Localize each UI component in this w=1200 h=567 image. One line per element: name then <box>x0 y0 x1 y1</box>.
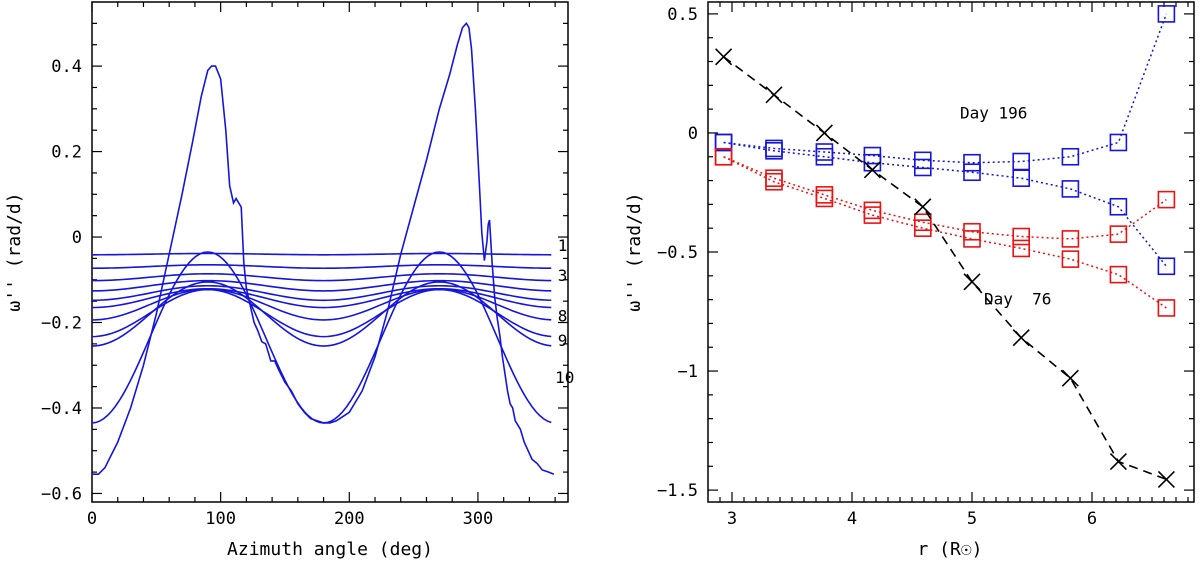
square-marker <box>765 142 783 160</box>
square-marker <box>1109 133 1128 152</box>
left-x-tick-label: 200 <box>334 509 365 529</box>
right-annotations: Day 196 Day 76 <box>960 104 1051 309</box>
left-y-tick-label: −0.4 <box>41 399 82 419</box>
series-line <box>723 13 1168 164</box>
left-y-tick-label: −0.2 <box>41 314 82 334</box>
cross-marker <box>715 48 733 66</box>
left-axis-ticks: 0 100 200 300 −0.6 −0.4 −0.2 0 0.2 0.4 <box>41 2 568 529</box>
series-line <box>723 141 1167 267</box>
cross-marker <box>1012 329 1030 347</box>
right-x-tick-label: 5 <box>967 509 977 529</box>
day-annotation: Day 196 <box>960 104 1027 123</box>
left-y-axis-title: ω'' (rad/d) <box>4 192 25 311</box>
square-marker <box>1109 225 1128 243</box>
square-marker <box>815 189 834 208</box>
square-marker <box>863 206 882 224</box>
left-x-axis-title: Azimuth angle (deg) <box>227 539 433 560</box>
square-marker <box>714 147 733 166</box>
cross-marker <box>963 273 981 291</box>
square-marker <box>963 230 981 248</box>
curve-3 <box>91 272 552 282</box>
square-marker <box>1061 147 1080 166</box>
curve-9 <box>91 281 552 347</box>
square-marker <box>1109 265 1128 284</box>
square-marker <box>1061 180 1080 198</box>
curve-label: 10 <box>555 368 574 387</box>
square-marker <box>1012 152 1031 171</box>
day-annotation: Day 76 <box>984 289 1051 308</box>
cross-marker <box>1109 452 1127 471</box>
square-marker <box>1157 190 1176 209</box>
left-x-tick-label: 300 <box>463 509 494 529</box>
series-line <box>723 156 1167 309</box>
square-marker <box>765 172 783 191</box>
right-y-axis-title: ω'' (rad/d) <box>624 192 645 311</box>
square-marker <box>1012 169 1031 187</box>
square-marker <box>1012 239 1031 258</box>
curve-label: 3 <box>558 266 568 285</box>
square-marker <box>1061 250 1080 268</box>
curve-label: 8 <box>558 307 568 326</box>
right-series <box>714 5 1176 488</box>
left-x-tick-label: 0 <box>87 509 97 529</box>
curve-8 <box>91 288 552 338</box>
left-y-tick-label: −0.6 <box>41 484 82 504</box>
curve-1 <box>91 252 552 256</box>
right-plot-frame <box>707 1 1195 503</box>
curve-6 <box>91 287 552 309</box>
left-y-tick-label: 0.2 <box>51 143 82 163</box>
square-marker <box>913 158 932 177</box>
left-y-tick-label: 0.4 <box>51 57 82 77</box>
series-line <box>723 156 1167 240</box>
square-marker <box>913 219 932 237</box>
square-marker <box>1157 5 1176 23</box>
square-marker <box>765 169 783 187</box>
left-panel: 0 100 200 300 −0.6 −0.4 −0.2 0 0.2 0.4 1 3 8 9 10 Azi… <box>4 1 574 560</box>
square-marker <box>815 147 834 166</box>
right-y-tick-label: 0.5 <box>667 5 698 25</box>
square-marker <box>1157 299 1176 317</box>
right-y-tick-label: −0.5 <box>657 243 698 263</box>
left-plot-frame <box>91 1 569 503</box>
cross-marker <box>765 86 783 104</box>
curve-10 <box>91 251 552 424</box>
square-marker <box>1109 197 1128 216</box>
square-marker <box>863 146 882 165</box>
right-x-tick-label: 3 <box>727 509 737 529</box>
cross-marker <box>1157 470 1175 488</box>
left-y-tick-label: 0 <box>72 228 82 248</box>
square-marker <box>1061 230 1080 248</box>
square-marker <box>1012 227 1031 246</box>
right-axis-ticks: 3 4 5 6 −1.5 −1 −0.5 0 0.5 <box>657 2 1194 529</box>
square-marker <box>714 133 733 152</box>
series-line <box>723 56 1167 481</box>
curve-label: 9 <box>558 331 568 350</box>
curve-11 <box>92 22 555 476</box>
cross-marker <box>1061 369 1079 387</box>
curve-label: 1 <box>558 236 568 255</box>
left-x-tick-label: 100 <box>205 509 236 529</box>
left-curves <box>91 22 555 476</box>
right-x-tick-label: 6 <box>1087 509 1097 529</box>
right-x-axis-title: r (R☉) <box>917 539 982 560</box>
right-y-tick-label: 0 <box>688 124 698 144</box>
right-y-tick-label: −1.5 <box>657 481 698 501</box>
cross-marker <box>914 198 932 216</box>
curve-2 <box>91 264 552 270</box>
cross-marker <box>863 161 881 179</box>
cross-marker <box>815 124 833 142</box>
right-y-tick-label: −1 <box>678 362 698 382</box>
square-marker <box>1157 257 1176 276</box>
square-marker <box>963 153 981 172</box>
square-marker <box>963 163 981 182</box>
left-curve-labels: 1 3 8 9 10 <box>555 236 574 387</box>
curve-4 <box>91 279 552 292</box>
right-x-tick-label: 4 <box>847 509 857 529</box>
